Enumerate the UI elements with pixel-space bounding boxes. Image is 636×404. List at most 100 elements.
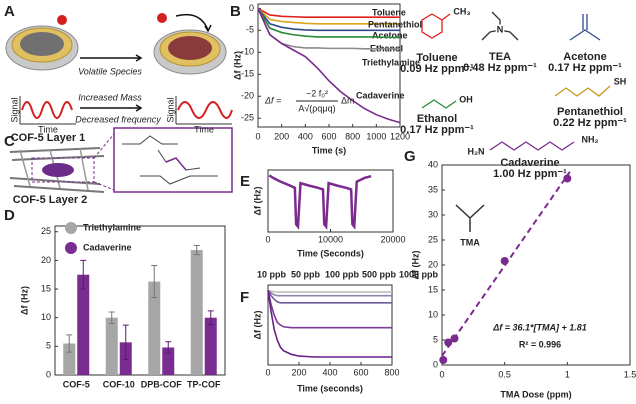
atom-label: H₂N — [468, 146, 485, 156]
plot-frame — [267, 169, 394, 233]
molecule-name: Pentanethiol — [557, 106, 623, 118]
x-tick-label: COF-5 — [63, 379, 90, 389]
molecule-name: TEA — [489, 51, 511, 63]
y-tick-label: 40 — [428, 159, 438, 169]
legend-entry: 1000 ppb — [399, 269, 439, 279]
x-tick-label: 400 — [322, 367, 337, 377]
atom-label: NH₂ — [582, 134, 599, 144]
x-tick-label: 10000 — [318, 234, 343, 244]
point — [563, 174, 572, 183]
bar — [105, 317, 118, 375]
error-bar — [151, 265, 158, 299]
molecule-structures — [421, 11, 611, 151]
equation: Δm — [341, 95, 355, 105]
y-tick-label: -15 — [241, 69, 254, 79]
series-line — [257, 7, 400, 39]
legend-entry: 10 ppb — [257, 269, 287, 279]
axis-label: Time — [38, 124, 58, 134]
fit-equation: Δf = 36.1*[TMA] + 1.81 — [492, 322, 587, 332]
series-label: Acetone — [372, 30, 408, 40]
y-tick-label: 25 — [41, 226, 51, 236]
molecule-name: Toluene — [416, 52, 457, 64]
y-tick-label: 10 — [428, 309, 438, 319]
x-tick-label: 1 — [565, 369, 570, 379]
schematic-text: Volatile Species — [78, 66, 142, 76]
panel-label: A — [4, 3, 15, 20]
series-label: Cadaverine — [356, 90, 405, 100]
x-tick-label: 1.5 — [624, 369, 636, 379]
schematic-text: Increased Mass — [78, 92, 142, 102]
x-tick-label: 800 — [384, 367, 399, 377]
axis-label: Time — [194, 124, 214, 134]
error-bar — [165, 341, 172, 354]
x-tick-label: 200 — [291, 367, 306, 377]
y-tick-label: 35 — [428, 184, 438, 194]
cof-label: COF-5 Layer 2 — [13, 194, 88, 206]
axis-label: Signal — [9, 97, 19, 122]
plot-frame — [54, 225, 226, 376]
molecule-lod: 0.17 Hz ppm⁻¹ — [548, 62, 622, 74]
panel-label: E — [240, 173, 250, 190]
bar — [190, 250, 203, 375]
error-bar — [66, 334, 73, 353]
molecule-name: Acetone — [563, 51, 606, 63]
y-axis-label: Δf (Hz) — [19, 286, 29, 315]
plot-frame — [441, 164, 631, 366]
atom-label: CH₃ — [453, 6, 470, 16]
y-tick-label: 0 — [433, 359, 438, 369]
y-tick-label: 15 — [41, 283, 51, 293]
x-axis-label: Time (Seconds) — [297, 248, 364, 258]
y-tick-label: 20 — [428, 259, 438, 269]
bar — [204, 317, 217, 375]
y-tick-label: -25 — [241, 113, 254, 123]
y-tick-label: 10 — [41, 312, 51, 322]
y-tick-label: -20 — [241, 91, 254, 101]
x-tick-label: 600 — [321, 131, 336, 141]
y-tick-label: -5 — [246, 25, 254, 35]
legend-entry: 100 ppb — [325, 269, 360, 279]
x-tick-label: 0 — [265, 367, 270, 377]
x-axis-label: Time (s) — [312, 145, 346, 155]
schematic-text: Decreased frequency — [75, 114, 161, 124]
legend-entry: 500 ppb — [362, 269, 397, 279]
y-tick-label: 30 — [428, 209, 438, 219]
series-line — [267, 290, 392, 358]
series-line — [267, 289, 392, 304]
y-tick-label: -10 — [241, 47, 254, 57]
series-label: Triethylamine — [362, 57, 420, 67]
x-tick-label: 600 — [353, 367, 368, 377]
y-tick-label: 15 — [428, 284, 438, 294]
x-tick-label: 1200 — [390, 131, 410, 141]
series-line — [257, 7, 400, 18]
molecule-lod: 0.09 Hz ppm⁻¹ — [400, 63, 474, 75]
cof-label: COF-5 Layer 1 — [11, 132, 86, 144]
panel-label: F — [240, 289, 249, 306]
molecule-lod: 1.00 Hz ppm⁻¹ — [493, 168, 567, 180]
point — [444, 338, 453, 347]
error-bar — [122, 324, 129, 361]
x-tick-label: 0.5 — [498, 369, 511, 379]
panel-label: C — [4, 133, 15, 150]
series-label: Pentanethiol — [368, 19, 422, 29]
bar — [148, 281, 161, 375]
y-tick-label: 5 — [433, 334, 438, 344]
equation: A√(ρqμq) — [298, 103, 335, 113]
series-label: Toluene — [372, 7, 406, 17]
y-axis-label: Δf (Hz) — [252, 187, 262, 216]
x-tick-label: 0 — [265, 234, 270, 244]
cof-drawing — [9, 127, 233, 193]
tma-structure — [455, 204, 485, 232]
x-axis-label: Time (seconds) — [297, 383, 363, 393]
y-axis-label: Δf (Hz) — [232, 51, 242, 80]
y-tick-label: 20 — [41, 255, 51, 265]
x-tick-label: 400 — [298, 131, 313, 141]
x-tick-label: 200 — [274, 131, 289, 141]
legend-marker — [65, 242, 77, 254]
point — [450, 334, 459, 343]
schematic-a — [5, 13, 233, 125]
panel-label: D — [4, 207, 15, 224]
error-bar — [80, 259, 87, 290]
series-line — [257, 7, 400, 25]
molecule-lod: 0.22 Hz ppm⁻¹ — [553, 117, 627, 129]
fit-r2: R² = 0.996 — [519, 339, 561, 349]
